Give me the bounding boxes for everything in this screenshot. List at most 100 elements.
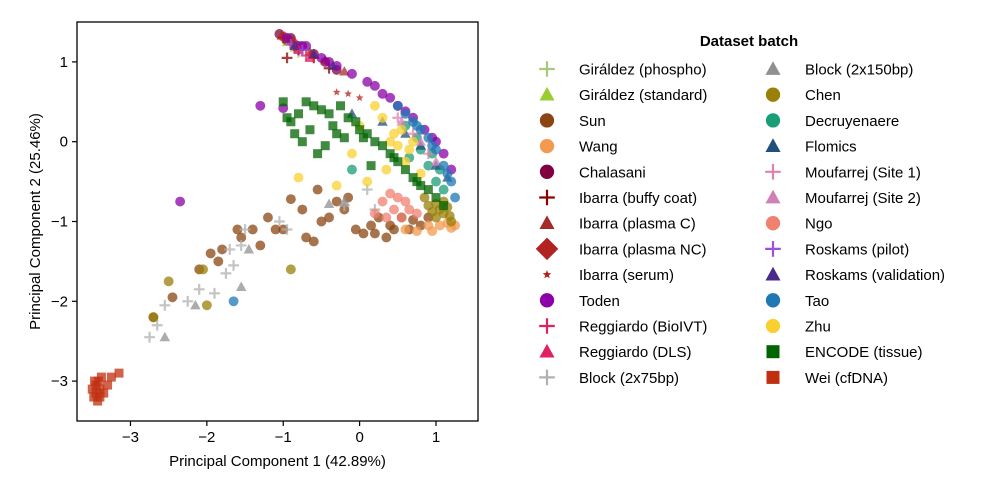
data-point-24-6 <box>309 101 319 111</box>
data-point-24-11 <box>339 133 349 143</box>
legend-marker-24 <box>766 345 780 359</box>
data-point-24-28 <box>305 125 315 135</box>
data-point-3-1 <box>411 226 422 237</box>
legend-label-5: Ibarra (buffy coat) <box>579 190 697 207</box>
data-point-3-0 <box>400 224 411 235</box>
data-point-24-5 <box>301 97 311 107</box>
data-point-22-0 <box>228 296 239 307</box>
data-point-14-12 <box>427 206 438 217</box>
data-point-25-11 <box>87 384 97 394</box>
data-point-12-9 <box>235 240 247 251</box>
data-point-22-10 <box>411 120 422 131</box>
data-point-25-13 <box>90 376 100 386</box>
x-tick-label-4: 1 <box>432 429 440 446</box>
legend-marker-8 <box>542 270 552 279</box>
data-point-17-2 <box>422 148 434 160</box>
legend: Dataset batch Giráldez (phospho)Giráldez… <box>535 33 945 387</box>
data-point-3-3 <box>434 220 445 231</box>
data-point-22-7 <box>438 160 449 171</box>
data-point-21-0 <box>289 40 300 50</box>
data-point-19-0 <box>369 208 380 219</box>
data-point-2-13 <box>316 216 327 227</box>
legend-marker-9 <box>539 293 555 308</box>
legend-marker-5 <box>539 189 555 206</box>
legend-label-21: Roskams (validation) <box>805 267 945 284</box>
y-tick-label-4: 1 <box>60 54 68 71</box>
legend-label-2: Sun <box>579 113 606 130</box>
data-point-24-32 <box>358 133 368 143</box>
data-point-23-2 <box>362 176 373 187</box>
data-point-24-4 <box>297 137 307 147</box>
legend-marker-19 <box>765 216 781 231</box>
legend-label-12: Block (2x75bp) <box>579 370 679 387</box>
data-point-15-4 <box>431 176 441 187</box>
legend-label-23: Zhu <box>805 319 831 336</box>
legend-label-6: Ibarra (plasma C) <box>579 216 696 233</box>
data-point-19-6 <box>404 204 415 215</box>
legend-marker-0 <box>539 61 555 77</box>
data-point-9-4 <box>301 40 312 51</box>
data-point-2-4 <box>217 244 228 255</box>
data-point-14-14 <box>419 192 430 203</box>
data-point-24-23 <box>423 185 433 195</box>
data-point-2-31 <box>213 256 224 267</box>
data-point-23-14 <box>404 144 415 155</box>
data-point-2-27 <box>285 194 296 205</box>
legend-marker-11 <box>539 343 555 358</box>
plot-points <box>87 29 461 406</box>
legend-marker-17 <box>765 164 781 180</box>
legend-label-16: Flomics <box>805 139 857 156</box>
data-point-12-6 <box>220 267 232 279</box>
data-point-24-16 <box>370 137 380 147</box>
data-point-2-28 <box>297 204 308 215</box>
data-point-9-7 <box>347 68 357 79</box>
data-point-2-18 <box>358 228 369 239</box>
data-point-9-14 <box>438 148 449 159</box>
data-point-2-19 <box>366 220 377 231</box>
data-point-2-7 <box>255 240 266 251</box>
data-point-22-12 <box>442 168 453 179</box>
data-point-15-3 <box>423 160 434 171</box>
legend-label-1: Giráldez (standard) <box>579 87 707 104</box>
data-point-2-32 <box>369 228 380 239</box>
data-point-25-8 <box>103 380 113 390</box>
legend-marker-13 <box>765 61 781 75</box>
data-point-24-30 <box>294 109 304 119</box>
data-point-24-17 <box>378 141 388 151</box>
legend-marker-4 <box>539 164 555 179</box>
data-point-12-5 <box>209 287 220 299</box>
legend-label-0: Giráldez (phospho) <box>579 62 707 79</box>
data-point-19-4 <box>392 192 403 203</box>
data-point-23-8 <box>392 140 403 151</box>
data-point-9-8 <box>362 76 373 87</box>
legend-label-4: Chalasani <box>579 164 646 181</box>
data-point-23-15 <box>381 164 392 175</box>
legend-label-18: Moufarrej (Site 2) <box>805 190 921 207</box>
legend-label-11: Reggiardo (DLS) <box>579 344 692 361</box>
data-point-2-29 <box>312 184 323 195</box>
x-axis-label: Principal Component 1 (42.89%) <box>169 453 386 470</box>
data-point-9-9 <box>377 88 388 99</box>
data-point-2-5 <box>236 232 247 243</box>
data-point-24-3 <box>290 129 300 139</box>
data-point-2-14 <box>324 212 335 223</box>
data-point-12-8 <box>228 259 239 271</box>
data-point-25-10 <box>114 368 124 378</box>
legend-label-15: Decruyenaere <box>805 113 899 130</box>
data-point-19-5 <box>396 212 407 223</box>
data-point-8-0 <box>344 89 352 98</box>
data-point-22-5 <box>423 132 434 143</box>
data-point-24-0 <box>278 97 288 107</box>
data-point-12-10 <box>239 224 251 235</box>
data-point-12-4 <box>193 283 205 295</box>
data-point-9-3 <box>282 33 292 43</box>
data-point-22-9 <box>450 192 461 203</box>
data-point-24-31 <box>336 101 346 111</box>
data-point-12-1 <box>151 319 163 331</box>
data-point-23-10 <box>408 136 419 147</box>
legend-marker-1 <box>539 86 555 101</box>
legend-label-25: Wei (cfDNA) <box>805 370 888 387</box>
data-point-14-15 <box>444 210 455 221</box>
